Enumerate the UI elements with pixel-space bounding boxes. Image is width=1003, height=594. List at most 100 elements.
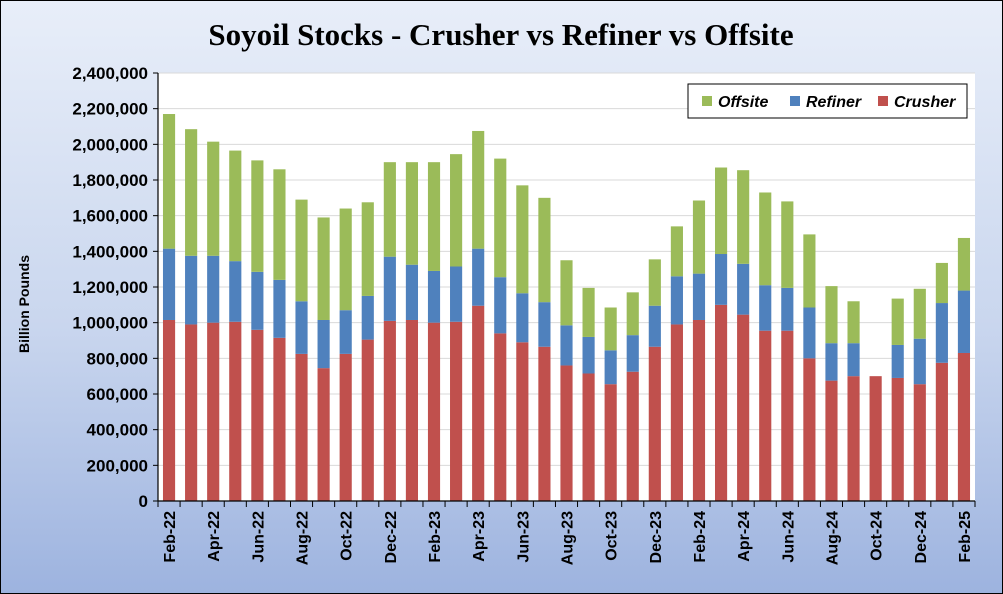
bar-crusher (383, 320, 396, 501)
y-tick-label: 200,000 (87, 456, 148, 475)
bar-offsite (251, 160, 264, 272)
bar-offsite (361, 202, 374, 296)
y-tick-label: 2,400,000 (72, 64, 148, 83)
x-tick-label: Dec-22 (383, 511, 400, 564)
legend-swatch-refiner (790, 96, 800, 106)
x-tick-labels: Feb-22 Apr-22 Jun-22 Aug-22 Oct-22 Dec-22 Feb-… (162, 511, 974, 565)
bar-refiner (185, 255, 198, 325)
bar-offsite (737, 170, 750, 264)
bar-crusher (450, 321, 463, 501)
bars (162, 114, 971, 501)
bar-crusher (207, 322, 220, 501)
x-tick-label: Jun-24 (780, 511, 797, 563)
bar-offsite (207, 141, 220, 256)
bar-crusher (251, 329, 264, 501)
bar-offsite (516, 185, 529, 294)
bar-refiner (957, 290, 971, 353)
bar-crusher (604, 384, 617, 501)
bar-crusher (714, 304, 728, 501)
bar-crusher (891, 377, 904, 501)
x-tick-label: Feb-23 (427, 511, 444, 563)
bar-refiner (427, 270, 441, 323)
x-tick-label: Dec-24 (913, 511, 930, 564)
bar-refiner (604, 350, 617, 385)
x-tick-label: Aug-23 (560, 511, 577, 565)
bar-offsite (383, 162, 396, 257)
y-tick-label: 1,200,000 (72, 278, 148, 297)
y-tick-label: 1,600,000 (72, 207, 148, 226)
bar-crusher (847, 376, 860, 501)
bar-refiner (472, 248, 485, 306)
x-tick-label: Apr-22 (206, 511, 223, 562)
bar-crusher (560, 365, 573, 501)
bar-offsite (847, 301, 860, 344)
bar-refiner (692, 273, 706, 320)
bar-offsite (229, 150, 242, 262)
bar-offsite (472, 130, 485, 249)
bar-refiner (891, 344, 904, 378)
bar-crusher (494, 333, 507, 501)
x-tick-label: Jun-23 (515, 511, 532, 563)
bar-refiner (538, 302, 551, 347)
bar-crusher (317, 368, 330, 501)
x-tick-label: Jun-22 (250, 511, 267, 563)
bar-offsite (891, 298, 904, 345)
bar-crusher (472, 305, 485, 501)
bar-crusher (162, 319, 176, 501)
bar-refiner (670, 276, 683, 325)
bar-crusher (781, 330, 794, 501)
bar-crusher (759, 330, 772, 501)
bar-offsite (781, 201, 794, 288)
bar-crusher (935, 362, 948, 501)
bar-offsite (714, 167, 728, 255)
bar-refiner (361, 295, 374, 340)
bar-refiner (781, 287, 794, 331)
bar-refiner (229, 261, 242, 322)
bar-crusher (737, 314, 750, 501)
x-tick-label: Apr-24 (736, 511, 753, 562)
x-tick-label: Oct-23 (604, 511, 621, 561)
bar-refiner (273, 279, 286, 338)
x-tick-label: Apr-23 (471, 511, 488, 562)
y-tick-label: 1,000,000 (72, 314, 148, 333)
x-tick-label: Feb-25 (957, 511, 974, 563)
bar-offsite (295, 199, 308, 302)
y-tick-label: 1,800,000 (72, 171, 148, 190)
bar-offsite (670, 226, 683, 277)
bar-refiner (405, 264, 419, 320)
legend-swatch-offsite (702, 96, 712, 106)
bar-offsite (935, 262, 948, 304)
bar-refiner (737, 263, 750, 315)
bar-refiner (847, 343, 860, 377)
bar-crusher (361, 339, 374, 501)
bar-refiner (383, 256, 396, 321)
bar-refiner (648, 305, 661, 347)
bar-refiner (450, 266, 463, 322)
bar-offsite (450, 154, 463, 267)
bar-offsite (317, 217, 330, 320)
x-tick-label: Oct-24 (869, 511, 886, 561)
bar-offsite (582, 287, 595, 337)
bar-refiner (295, 301, 308, 354)
bar-offsite (405, 162, 419, 265)
bar-offsite (273, 169, 286, 280)
y-tick-label: 0 (139, 492, 148, 511)
y-tick-labels: 0 200,000 400,000 600,000 800,000 1,000,000 1,… (72, 64, 148, 511)
bar-crusher (913, 384, 926, 501)
bar-crusher (626, 371, 639, 501)
y-axis-label: Billion Pounds (16, 255, 32, 353)
bar-offsite (626, 292, 639, 336)
bar-crusher (670, 324, 683, 501)
bar-offsite (759, 192, 772, 286)
bar-offsite (494, 158, 507, 278)
bar-refiner (516, 293, 529, 343)
bar-refiner (626, 335, 639, 372)
x-tick-label: Dec-23 (648, 511, 665, 564)
bar-refiner (494, 277, 507, 334)
bar-crusher (405, 319, 419, 501)
bar-refiner (913, 338, 926, 385)
axes (153, 72, 976, 507)
y-tick-label: 600,000 (87, 385, 148, 404)
